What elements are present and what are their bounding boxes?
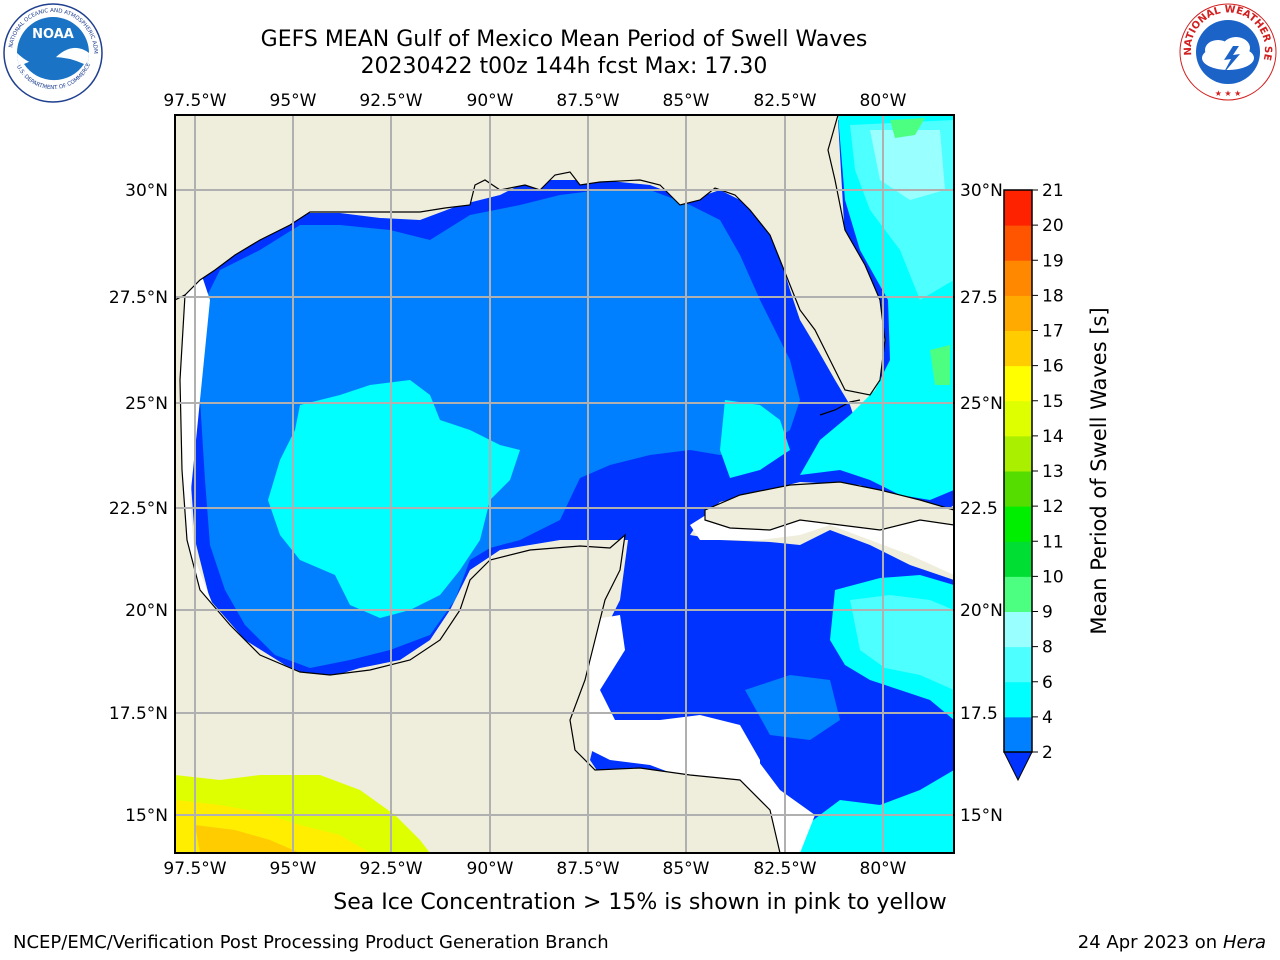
swell-band-atlantic-9-10s-2 — [930, 345, 950, 385]
lat-label-left: 27.5°N — [109, 288, 168, 308]
lon-label-top: 95°W — [270, 91, 317, 111]
colorbar-segment — [1004, 365, 1032, 402]
colorbar-tick-label: 8 — [1042, 638, 1053, 658]
lon-label-top: 82.5°W — [753, 91, 816, 111]
colorbar-tick-label: 17 — [1042, 322, 1064, 342]
lat-label-left: 17.5°N — [109, 704, 168, 724]
map-gridlines — [175, 115, 954, 853]
footer-date: 24 Apr 2023 on Hera — [1078, 932, 1266, 953]
lat-label-right: 22.5 — [960, 499, 998, 519]
lon-label-bottom: 85°W — [663, 859, 710, 879]
colorbar-tick-label: 16 — [1042, 357, 1064, 377]
colorbar-tick-label: 9 — [1042, 603, 1053, 623]
lon-label-top: 92.5°W — [359, 91, 422, 111]
colorbar-segment — [1004, 190, 1032, 226]
lon-label-top: 90°W — [467, 91, 514, 111]
colorbar-tick-label: 15 — [1042, 392, 1064, 412]
land-north-gulf-coast — [175, 115, 886, 396]
lat-label-right: 25°N — [960, 394, 1003, 414]
swell-band-4-6s-straits — [720, 400, 790, 478]
lat-label-left: 30°N — [125, 181, 168, 201]
nws-logo-icon: NATIONAL WEATHER SERVICE ★ ★ ★ — [1178, 2, 1277, 101]
land-florida-keys — [819, 399, 861, 416]
colorbar-segment — [1004, 295, 1032, 331]
colorbar-segment — [1004, 541, 1032, 577]
lon-label-bottom: 90°W — [467, 859, 514, 879]
lat-label-left: 15°N — [125, 806, 168, 826]
colorbar-tick-label: 21 — [1042, 181, 1064, 201]
colorbar-tick-label: 12 — [1042, 497, 1064, 517]
colorbar-segment — [1004, 260, 1032, 296]
swell-band-4-6s-central — [268, 380, 520, 618]
colorbar-segment — [1004, 576, 1032, 612]
lon-label-bottom: 80°W — [860, 859, 907, 879]
colorbar-tick-label: 13 — [1042, 462, 1064, 482]
land-cuba — [704, 481, 954, 531]
lat-label-left: 20°N — [125, 601, 168, 621]
colorbar-tick-label: 4 — [1042, 708, 1053, 728]
lat-label-right: 20°N — [960, 601, 1003, 621]
colorbar-segment — [1004, 611, 1032, 648]
lon-label-bottom: 92.5°W — [359, 859, 422, 879]
lat-label-right: 17.5 — [960, 704, 998, 724]
colorbar-tick-label: 11 — [1042, 532, 1064, 552]
colorbar: 2 4 6 8 9 10 11 12 13 14 15 16 17 18 19 20 21 Mean Period… — [1003, 181, 1111, 782]
svg-text:★ ★ ★: ★ ★ ★ — [1215, 89, 1242, 98]
noaa-logo-icon: NOAA NATIONAL OCEANIC AND ATMOSPHERIC AD… — [2, 2, 103, 103]
map-frame — [174, 114, 955, 854]
colorbar-segment — [1004, 400, 1032, 437]
footer-date-text: 24 Apr 2023 on — [1077, 932, 1223, 953]
colorbar-segment — [1004, 471, 1032, 507]
lon-label-top: 85°W — [663, 91, 710, 111]
swell-band-atlantic-8-9s — [870, 130, 945, 200]
lon-label-bottom: 82.5°W — [753, 859, 816, 879]
map-title: GEFS MEAN Gulf of Mexico Mean Period of … — [260, 27, 868, 52]
colorbar-tick-label: 18 — [1042, 286, 1064, 306]
colorbar-tick-label: 10 — [1042, 567, 1064, 587]
sea-ice-caption: Sea Ice Concentration > 15% is shown in … — [333, 890, 947, 915]
swell-band-caribbean-west — [745, 675, 840, 740]
colorbar-extend-min — [1003, 751, 1033, 782]
colorbar-tick-label: 2 — [1042, 743, 1053, 763]
colorbar-label: Mean Period of Swell Waves [s] — [1087, 307, 1111, 634]
lat-label-right: 27.5 — [960, 288, 998, 308]
colorbar-tick-label: 19 — [1042, 251, 1064, 271]
colorbar-segment — [1004, 716, 1032, 753]
lon-label-top: 97.5°W — [163, 91, 226, 111]
swell-band-atlantic-9-10s — [890, 118, 925, 138]
lat-label-right: 30°N — [960, 181, 1003, 201]
lon-label-bottom: 97.5°W — [163, 859, 226, 879]
sea-ice-concentration-area-max — [195, 825, 300, 853]
colorbar-tick-label: 6 — [1042, 673, 1053, 693]
colorbar-segment — [1004, 506, 1032, 542]
colorbar-segment — [1004, 225, 1032, 261]
colorbar-segment — [1004, 646, 1032, 683]
lon-label-top: 80°W — [860, 91, 907, 111]
lat-label-left: 25°N — [125, 394, 168, 414]
colorbar-segment — [1004, 435, 1032, 472]
map-subtitle: 20230422 t00z 144h fcst Max: 17.30 — [360, 54, 768, 79]
svg-text:NOAA: NOAA — [32, 27, 74, 42]
lat-label-left: 22.5°N — [109, 499, 168, 519]
swell-band-caribbean-south — [790, 770, 954, 853]
colorbar-tick-label: 14 — [1042, 427, 1064, 447]
lat-label-right: 15°N — [960, 806, 1003, 826]
colorbar-segment — [1004, 681, 1032, 718]
footer-branch: NCEP/EMC/Verification Post Processing Pr… — [13, 932, 609, 953]
colorbar-segment — [1004, 330, 1032, 367]
lon-label-bottom: 95°W — [270, 859, 317, 879]
footer-host: Hera — [1222, 932, 1266, 953]
lon-label-top: 87.5°W — [556, 91, 619, 111]
swell-band-caribbean-6-8s — [850, 595, 954, 690]
colorbar-tick-label: 20 — [1042, 216, 1064, 236]
lon-label-bottom: 87.5°W — [556, 859, 619, 879]
